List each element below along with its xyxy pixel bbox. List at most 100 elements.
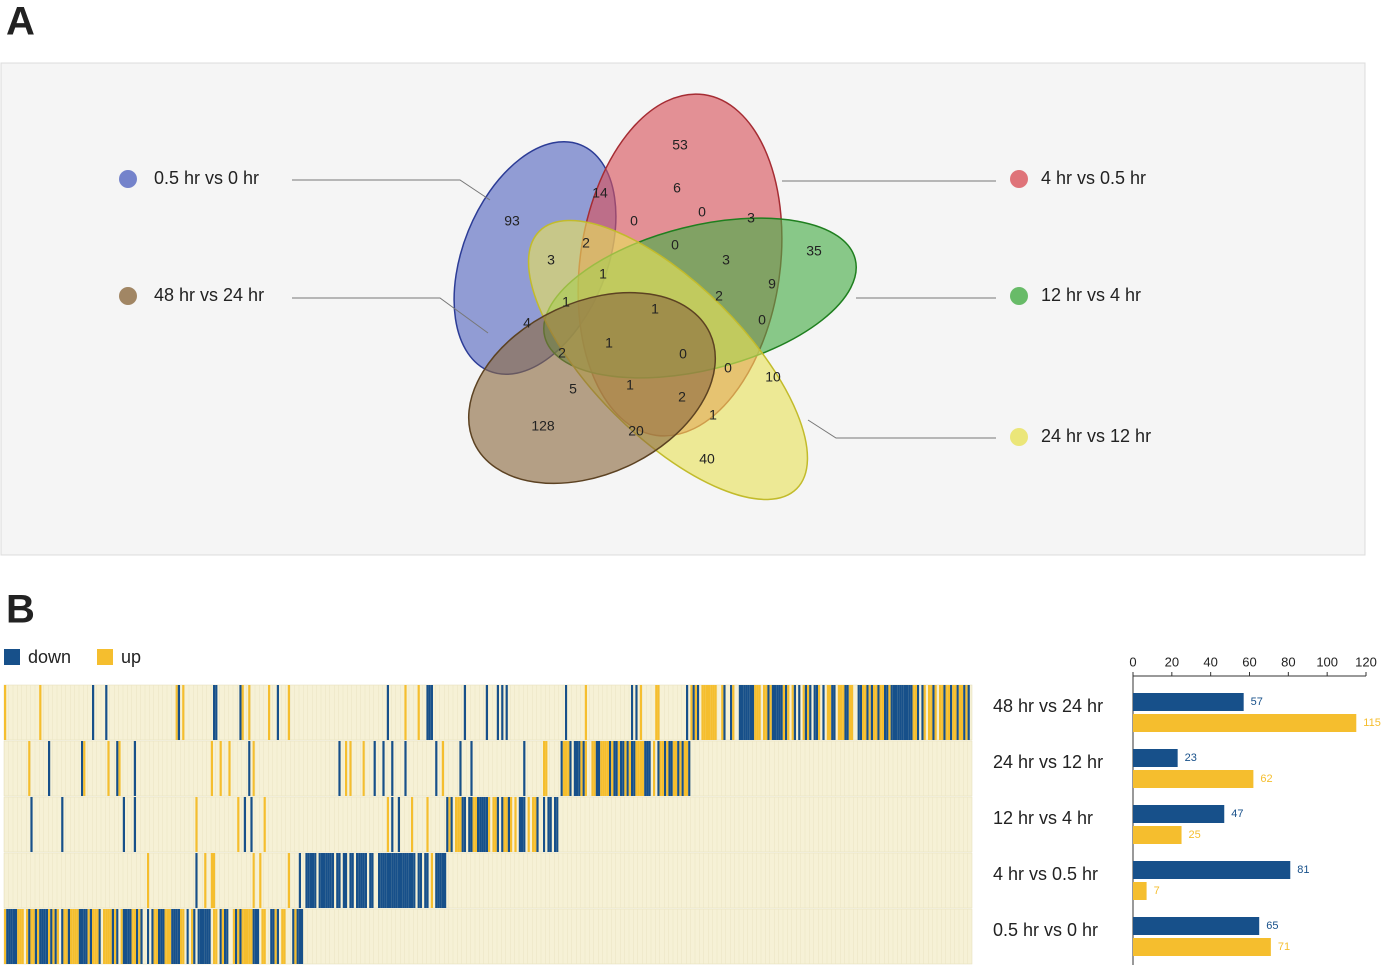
heatmap-cell [166, 909, 169, 964]
heatmap-cell [292, 909, 295, 964]
heatmap-cell [554, 797, 557, 852]
heatmap-cell [239, 685, 242, 740]
heatmap-cell [444, 853, 447, 908]
heatmap-cell [413, 853, 416, 908]
heatmap-cell [804, 685, 807, 740]
value-label: 62 [1260, 773, 1272, 785]
legend-label: 12 hr vs 4 hr [1041, 285, 1141, 305]
heatmap-cell [708, 685, 711, 740]
heatmap-cell [653, 741, 656, 796]
heatmap-cell [118, 741, 121, 796]
heatmap-cell [98, 909, 101, 964]
heatmap-cell [776, 685, 779, 740]
heatmap-cell [8, 909, 11, 964]
legend-label: 4 hr vs 0.5 hr [1041, 168, 1146, 188]
heatmap-cell [631, 685, 634, 740]
legend-dot [119, 170, 137, 188]
heatmap-cell [92, 909, 95, 964]
x-tick-label: 120 [1355, 654, 1377, 669]
heatmap-cell [63, 909, 66, 964]
heatmap-cell [435, 741, 438, 796]
heatmap-cell [609, 741, 612, 796]
heatmap-cell [868, 685, 871, 740]
heatmap-cell [248, 741, 251, 796]
heatmap-cell [309, 853, 312, 908]
heatmap-cell [92, 685, 95, 740]
region-count: 9 [768, 276, 776, 292]
region-count: 0 [679, 346, 687, 362]
heatmap-cell [692, 685, 695, 740]
heatmap-cell [602, 741, 605, 796]
heatmap-cell [208, 909, 211, 964]
x-tick-label: 0 [1129, 654, 1136, 669]
heatmap-cell [628, 741, 631, 796]
heatmap-cell [945, 685, 948, 740]
value-label: 57 [1251, 696, 1263, 708]
heatmap-cell [930, 685, 933, 740]
heatmap-cell [246, 909, 249, 964]
value-label: 7 [1154, 885, 1160, 897]
heatmap-cell [197, 909, 200, 964]
heatmap-cell [252, 909, 255, 964]
heatmap-cell [763, 685, 766, 740]
heatmap-cell [714, 685, 717, 740]
heatmap-cell [622, 741, 625, 796]
heatmap-cell [428, 685, 431, 740]
heatmap-cell [298, 853, 301, 908]
region-count: 1 [605, 335, 613, 351]
heatmap-cell [584, 741, 587, 796]
heatmap-cell [626, 741, 629, 796]
heatmap-cell [646, 741, 649, 796]
heatmap-cell [912, 685, 915, 740]
heatmap-cell [261, 909, 264, 964]
heatmap-cell [270, 909, 273, 964]
heatmap-cell [228, 741, 231, 796]
heatmap-cell [507, 797, 510, 852]
legend-label: down [28, 647, 71, 667]
heatmap-cell [351, 853, 354, 908]
heatmap-cell [765, 685, 768, 740]
heatmap-cell [186, 909, 189, 964]
heatmap-cell [382, 853, 385, 908]
heatmap-cell [888, 685, 891, 740]
heatmap-cell [818, 685, 821, 740]
heatmap-cell [419, 853, 422, 908]
heatmap-cell [917, 685, 920, 740]
heatmap-cell [369, 853, 372, 908]
heatmap-cell [562, 741, 565, 796]
heatmap-cell [463, 797, 466, 852]
heatmap-cell [30, 909, 33, 964]
heatmap-cell [199, 909, 202, 964]
heatmap-cell [382, 741, 385, 796]
heatmap-cell [127, 909, 130, 964]
heatmap-cell [947, 685, 950, 740]
heatmap-cell [754, 685, 757, 740]
legend-label: up [121, 647, 141, 667]
heatmap-cell [294, 909, 297, 964]
heatmap-cell [155, 909, 158, 964]
heatmap-cell [477, 797, 480, 852]
heatmap-cell [221, 909, 224, 964]
heatmap-cell [215, 909, 218, 964]
heatmap-cell [793, 685, 796, 740]
heatmap-cell [710, 685, 713, 740]
heatmap-cell [598, 741, 601, 796]
heatmap-cell [543, 741, 546, 796]
heatmap-cell [644, 741, 647, 796]
heatmap-cell [831, 685, 834, 740]
heatmap-cell [254, 909, 257, 964]
heatmap-cell [767, 685, 770, 740]
heatmap-cell [943, 685, 946, 740]
heatmap-cell [802, 685, 805, 740]
heatmap-cell [694, 685, 697, 740]
heatmap-cell [527, 797, 530, 852]
heatmap-cell [675, 741, 678, 796]
heatmap-cell [580, 741, 583, 796]
bar [1133, 861, 1291, 879]
heatmap-cell [505, 797, 508, 852]
heatmap-cell [219, 909, 222, 964]
heatmap-cell [61, 909, 64, 964]
heatmap-cell [661, 741, 664, 796]
region-count: 6 [673, 180, 681, 196]
heatmap-cell [153, 909, 156, 964]
